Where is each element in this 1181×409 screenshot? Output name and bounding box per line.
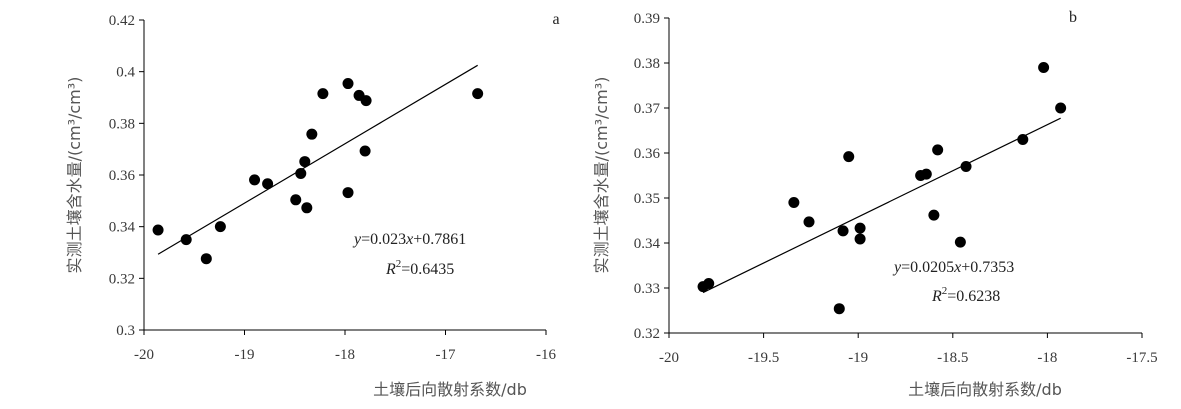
y-tick-label: 0.38 <box>634 56 660 72</box>
data-point <box>301 202 313 214</box>
regression-equation: y=0.023x+0.7861 <box>352 231 466 248</box>
x-tick-label: -20 <box>659 350 679 366</box>
data-point <box>317 88 329 100</box>
x-tick-label: -18 <box>335 347 355 363</box>
y-tick-label: 0.36 <box>109 168 136 184</box>
data-point <box>306 128 318 140</box>
r-symbol: R <box>385 261 396 278</box>
data-point <box>360 95 372 107</box>
data-point <box>342 187 354 199</box>
data-point <box>920 168 932 180</box>
data-point <box>342 78 354 90</box>
y-tick-label: 0.38 <box>109 116 135 132</box>
y-tick-label: 0.34 <box>109 220 136 236</box>
r-squared: R2=0.6435 <box>385 258 454 278</box>
data-point <box>152 224 164 236</box>
data-point <box>1038 62 1050 73</box>
equation-part-rhs_a: =0.0205 <box>901 259 954 276</box>
data-point <box>854 233 866 245</box>
equation-part-rhs_b: +0.7353 <box>961 259 1014 276</box>
x-tick-label: -20 <box>134 347 154 363</box>
data-point <box>954 236 966 248</box>
data-point <box>960 161 972 172</box>
y-tick-label: 0.34 <box>634 236 661 252</box>
data-point <box>299 156 311 168</box>
y-tick-label: 0.36 <box>634 146 661 162</box>
y-tick-label: 0.35 <box>634 191 660 207</box>
data-point <box>200 253 212 265</box>
x-tick-label: -19 <box>848 350 868 366</box>
x-axis-title: 土壤后向散射系数/db <box>373 380 527 399</box>
data-point <box>837 225 849 237</box>
x-tick-label: -18 <box>1037 350 1057 366</box>
data-point <box>928 209 940 221</box>
data-point <box>843 151 855 163</box>
r-power: 2 <box>396 258 402 270</box>
equation-part-var: x <box>953 259 961 276</box>
data-point <box>1017 134 1029 145</box>
y-tick-label: 0.32 <box>109 271 135 287</box>
data-point <box>833 303 845 315</box>
y-tick-label: 0.3 <box>116 323 135 339</box>
data-point <box>249 174 261 186</box>
x-tick-label: -17 <box>436 347 456 363</box>
y-tick-label: 0.4 <box>116 65 135 81</box>
x-tick-label: -17.5 <box>1126 350 1157 366</box>
panel-label: b <box>1069 9 1077 26</box>
x-tick-label: -16 <box>536 347 556 363</box>
data-point <box>262 178 274 190</box>
data-point <box>295 167 307 179</box>
x-tick-label: -19 <box>235 347 255 363</box>
y-tick-label: 0.33 <box>634 281 660 297</box>
equation-part-lhs: y <box>892 259 902 276</box>
data-point <box>359 145 371 157</box>
y-axis-title: 实测土壤含水量/(cm³/cm³) <box>65 77 84 274</box>
regression-equation: y=0.0205x+0.7353 <box>892 259 1014 276</box>
data-point <box>854 222 866 234</box>
r-value: =0.6238 <box>947 288 1000 305</box>
data-point <box>932 144 944 156</box>
equation-part-lhs: y <box>352 231 362 248</box>
y-tick-label: 0.39 <box>634 11 660 27</box>
trend-line <box>157 64 478 255</box>
data-point <box>214 221 226 233</box>
data-point <box>290 194 302 206</box>
equation-part-rhs_a: =0.023 <box>361 231 406 248</box>
equation-part-rhs_b: +0.7861 <box>413 231 466 248</box>
x-tick-label: -19.5 <box>748 350 779 366</box>
r-symbol: R <box>931 288 942 305</box>
equation-part-var: x <box>405 231 413 248</box>
y-axis-title: 实测土壤含水量/(cm³/cm³) <box>592 77 611 274</box>
panel-label: a <box>552 11 559 28</box>
data-point <box>703 278 715 289</box>
data-point <box>180 234 192 246</box>
trend-line <box>702 117 1061 294</box>
chart-panel-b: 0.32 0.33 0.34 0.35 0.36 0.37 0.38 0.39 -20 -19.5… <box>592 9 1158 399</box>
data-point <box>1055 102 1067 114</box>
y-tick-label: 0.32 <box>634 326 660 342</box>
chart-panel-a: 0.3 0.32 0.34 0.36 0.38 0.4 0.42 -20 -19 -18 -17 -1… <box>65 11 560 399</box>
data-point <box>472 88 484 100</box>
data-point <box>803 216 815 228</box>
y-tick-label: 0.42 <box>109 13 135 29</box>
y-tick-label: 0.37 <box>634 101 661 117</box>
r-value: =0.6435 <box>401 261 454 278</box>
data-point <box>788 197 800 208</box>
r-squared: R2=0.6238 <box>931 285 1000 305</box>
x-axis-title: 土壤后向散射系数/db <box>908 380 1062 399</box>
x-tick-label: -18.5 <box>937 350 968 366</box>
r-power: 2 <box>942 285 948 297</box>
